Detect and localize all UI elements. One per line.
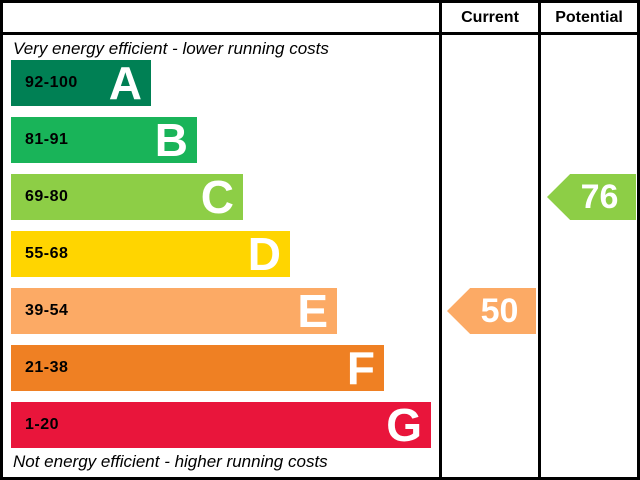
header-divider-line xyxy=(3,32,637,35)
potential-rating-arrow: 76 xyxy=(547,174,636,220)
band-letter: C xyxy=(200,171,234,223)
current-rating-value: 50 xyxy=(480,291,519,330)
potential-rating-value: 76 xyxy=(580,177,619,216)
top-caption: Very energy efficient - lower running co… xyxy=(13,39,329,58)
band-letter: E xyxy=(297,285,328,337)
band-b: 81-91 B xyxy=(11,117,197,163)
band-range-label: 21-38 xyxy=(25,359,69,376)
current-rating-arrow: 50 xyxy=(447,288,536,334)
band-range-label: 81-91 xyxy=(25,131,69,148)
band-range-label: 92-100 xyxy=(25,74,78,91)
band-f: 21-38 F xyxy=(11,345,384,391)
current-column-divider xyxy=(439,3,442,477)
band-a: 92-100 A xyxy=(11,60,151,106)
rating-bands: 92-100 A 81-91 B 69-80 C 55-68 D 39-54 E… xyxy=(11,60,431,448)
potential-column-header: Potential xyxy=(555,8,623,26)
band-letter: A xyxy=(108,57,142,109)
band-c: 69-80 C xyxy=(11,174,243,220)
band-g: 1-20 G xyxy=(11,402,431,448)
current-column-header: Current xyxy=(461,8,519,26)
potential-column-divider xyxy=(538,3,541,477)
band-d: 55-68 D xyxy=(11,231,290,277)
band-letter: B xyxy=(154,114,188,166)
band-letter: G xyxy=(386,399,422,451)
band-letter: F xyxy=(346,342,375,394)
band-range-label: 1-20 xyxy=(25,416,60,433)
band-range-label: 69-80 xyxy=(25,188,69,205)
band-letter: D xyxy=(247,228,281,280)
bottom-caption: Not energy efficient - higher running co… xyxy=(13,452,328,471)
band-range-label: 39-54 xyxy=(25,302,69,319)
band-range-label: 55-68 xyxy=(25,245,69,262)
band-e: 39-54 E xyxy=(11,288,337,334)
